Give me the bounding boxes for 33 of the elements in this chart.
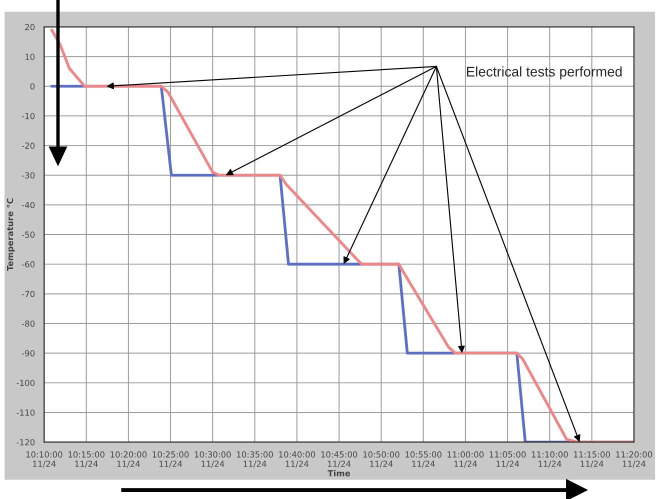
x-tick-label: 10:30:00 11/24 <box>194 451 231 468</box>
x-tick-label: 10:55:00 11/24 <box>406 451 442 468</box>
x-tick-label: 11:10:00 11/24 <box>532 451 568 468</box>
y-tick-label: -50 <box>22 232 35 238</box>
y-tick-label: -20 <box>22 142 35 149</box>
annotation: Electrical tests performed <box>467 66 622 80</box>
x-tick-label: 10:45:00 11/24 <box>321 451 358 468</box>
x-tick-label: 10:25:00 11/24 <box>152 451 189 468</box>
y-tick-label: -10 <box>22 112 35 120</box>
y-tick-label: 10 <box>25 54 35 60</box>
y-tick-label: -40 <box>22 202 35 208</box>
y-tick-label: -60 <box>22 261 35 268</box>
y-tick-label: -120 <box>16 439 35 446</box>
y-tick-label: -110 <box>16 409 35 416</box>
y-tick-label: -100 <box>16 380 35 386</box>
x-tick-label: 11:05:00 11/24 <box>490 451 526 468</box>
y-tick-label: 20 <box>25 24 35 30</box>
x-tick-label: 10:40:00 11/24 <box>279 451 316 468</box>
x-tick-label: 10:15:00 11/24 <box>68 451 104 468</box>
x-tick-label: 11:15:00 11/24 <box>574 451 610 468</box>
y-axis-title: Temperature °C <box>6 198 15 272</box>
y-tick-label: -70 <box>22 290 35 298</box>
y-tick-label: -80 <box>22 320 35 327</box>
x-tick-label: 10:35:00 11/24 <box>237 451 273 468</box>
x-tick-label: 10:20:00 11/24 <box>110 451 147 468</box>
x-tick-label: 10:10:00 11/24 <box>26 451 62 468</box>
x-tick-label: 11:00:00 11/24 <box>448 451 484 468</box>
y-tick-label: 0 <box>30 83 35 90</box>
y-tick-label: -30 <box>22 172 35 179</box>
x-tick-label: 11:20:00 11/24 <box>616 451 652 468</box>
y-tick-label: -90 <box>22 350 35 356</box>
x-tick-label: 10:50:00 11/24 <box>363 451 400 468</box>
x-axis-title: Time <box>328 470 350 476</box>
